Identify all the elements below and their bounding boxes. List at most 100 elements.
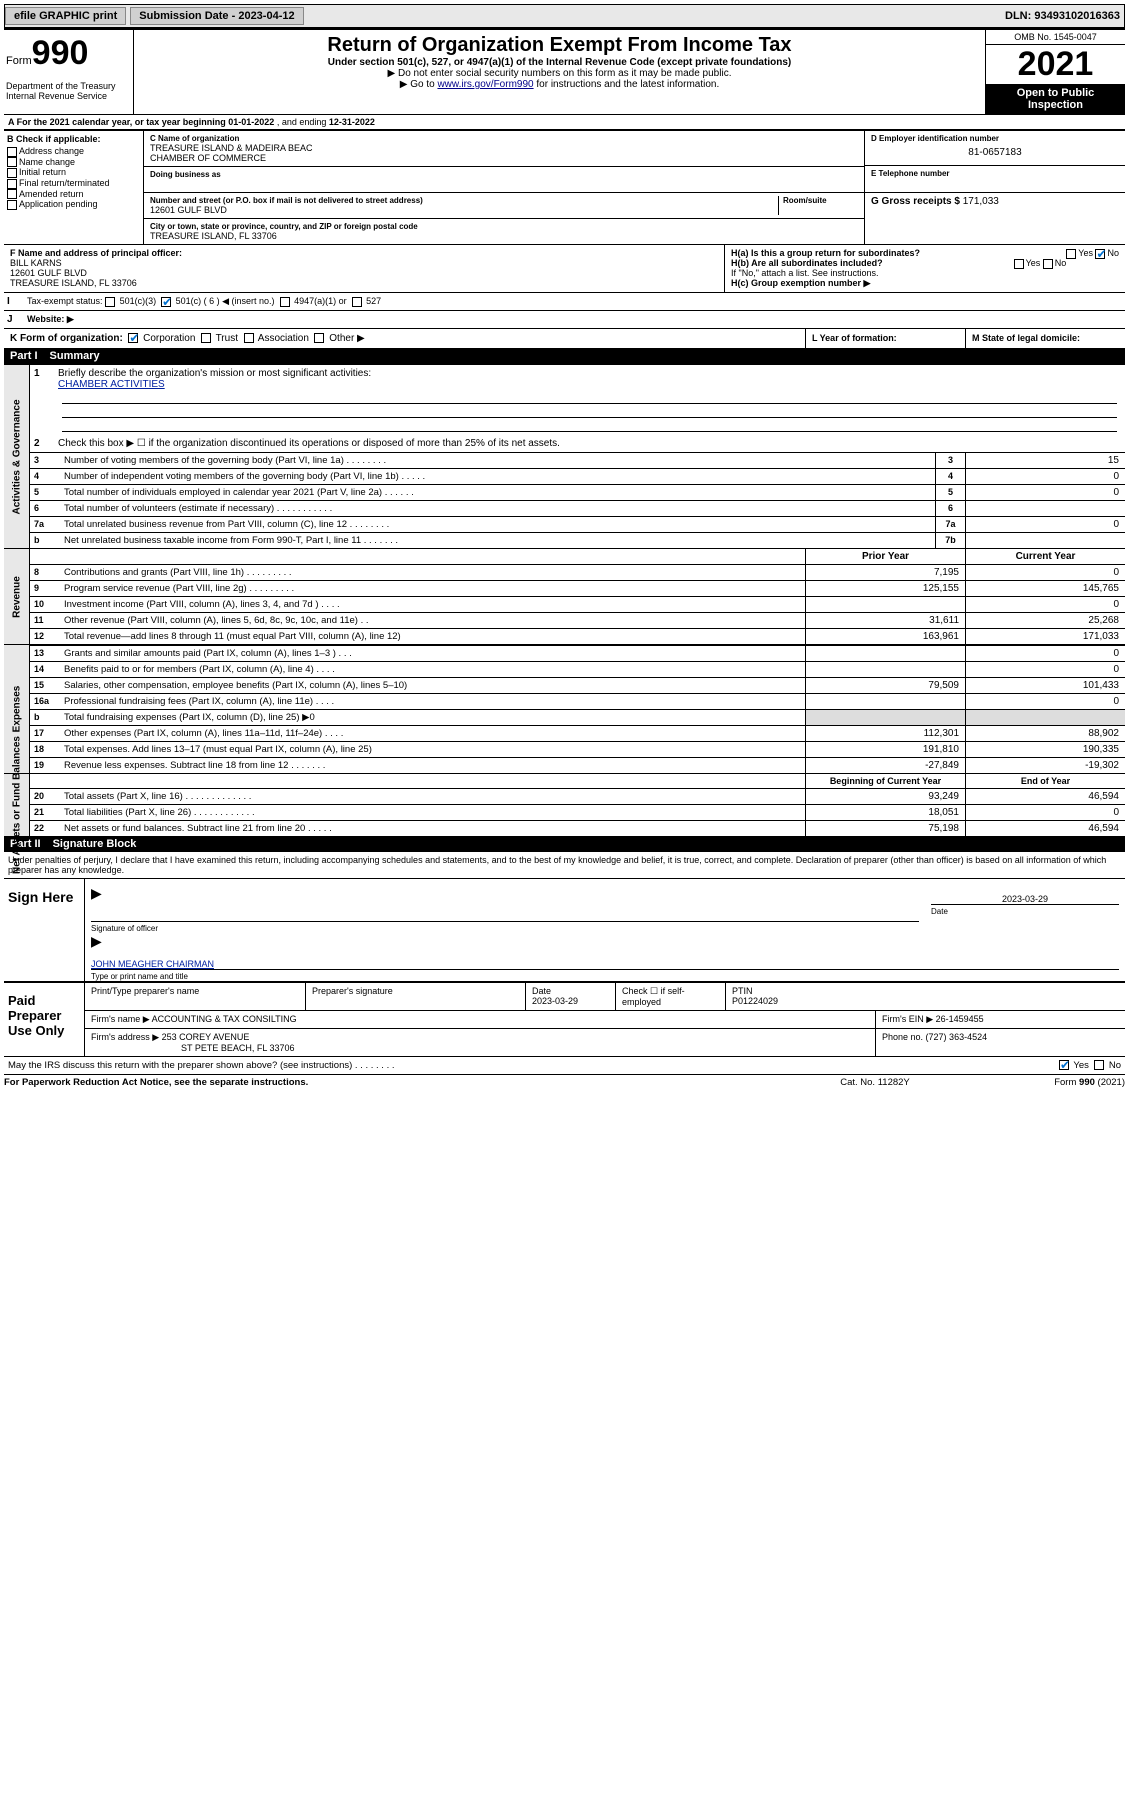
cb-address-change[interactable]: [7, 147, 17, 157]
addr-label: Number and street (or P.O. box if mail i…: [150, 196, 778, 205]
summary-line-7b: bNet unrelated business taxable income f…: [30, 532, 1125, 548]
officer-name-link[interactable]: JOHN MEAGHER CHAIRMAN: [91, 959, 214, 969]
sign-here-block: Sign Here ▶ Signature of officer 2023-03…: [4, 878, 1125, 981]
row-klm: K Form of organization: Corporation Trus…: [4, 328, 1125, 348]
hb-no: No: [1055, 258, 1067, 268]
line-12: 12Total revenue—add lines 8 through 11 (…: [30, 628, 1125, 644]
line-19: 19Revenue less expenses. Subtract line 1…: [30, 757, 1125, 773]
i-opt-3: 527: [366, 296, 381, 306]
prep-name-label: Print/Type preparer's name: [91, 986, 299, 996]
form990-link[interactable]: www.irs.gov/Form990: [437, 79, 533, 90]
g-gross-value: 171,033: [963, 196, 999, 207]
subtitle-1: Under section 501(c), 527, or 4947(a)(1)…: [140, 57, 979, 68]
form-word: Form: [6, 55, 32, 67]
h-b-label: H(b) Are all subordinates included?: [731, 258, 883, 268]
part2-title: Signature Block: [53, 838, 137, 850]
firm-addr-2: ST PETE BEACH, FL 33706: [91, 1043, 295, 1053]
line1-desc: Briefly describe the organization's miss…: [58, 368, 371, 379]
form-header: Form990 Department of the Treasury Inter…: [4, 28, 1125, 114]
vtab-exp: Expenses: [11, 686, 22, 733]
firm-ein-value: 26-1459455: [936, 1014, 984, 1024]
cb-ha-no[interactable]: [1095, 249, 1105, 259]
k-label: K Form of organization:: [10, 333, 123, 344]
prep-date-label: Date: [532, 986, 609, 996]
hb-yes: Yes: [1026, 258, 1041, 268]
cb-trust[interactable]: [201, 333, 211, 343]
ptin-label: PTIN: [732, 986, 1119, 996]
b-title: B Check if applicable:: [7, 134, 101, 144]
cb-assoc[interactable]: [244, 333, 254, 343]
cb-4947[interactable]: [280, 297, 290, 307]
dept-treasury: Department of the Treasury: [6, 81, 131, 91]
sub3-pre: ▶ Go to: [400, 79, 438, 90]
discuss-row: May the IRS discuss this return with the…: [4, 1056, 1125, 1074]
k-opt-1: Trust: [216, 333, 238, 344]
cb-hb-no[interactable]: [1043, 259, 1053, 269]
b-item-0: Address change: [19, 146, 84, 156]
officer-name: BILL KARNS: [10, 258, 62, 268]
line-a-mid: , and ending: [277, 117, 329, 127]
cb-501c3[interactable]: [105, 297, 115, 307]
footer-mid: Cat. No. 11282Y: [775, 1077, 975, 1088]
discuss-question: May the IRS discuss this return with the…: [8, 1060, 1059, 1071]
ha-no: No: [1107, 248, 1119, 258]
hdr-begin-year: Beginning of Current Year: [805, 774, 965, 788]
sub3-post: for instructions and the latest informat…: [534, 79, 720, 90]
dln: DLN: 93493102016363: [1001, 10, 1124, 22]
year-end: 12-31-2022: [329, 117, 375, 127]
paid-prep-label: Paid Preparer Use Only: [4, 983, 84, 1056]
mission-link[interactable]: CHAMBER ACTIVITIES: [58, 379, 165, 390]
part1-bar: Part I Summary: [4, 348, 1125, 364]
cb-501c[interactable]: [161, 297, 171, 307]
efile-print-button[interactable]: efile GRAPHIC print: [5, 7, 126, 25]
omb-number: OMB No. 1545-0047: [986, 30, 1125, 45]
cb-final-return[interactable]: [7, 179, 17, 189]
k-opt-3: Other ▶: [329, 333, 364, 344]
cb-hb-yes[interactable]: [1014, 259, 1024, 269]
h-a-label: H(a) Is this a group return for subordin…: [731, 248, 920, 258]
subtitle-3: ▶ Go to www.irs.gov/Form990 for instruct…: [140, 79, 979, 90]
k-opt-2: Association: [258, 333, 309, 344]
j-label: Website: ▶: [27, 314, 74, 324]
section-fh: F Name and address of principal officer:…: [4, 244, 1125, 292]
hdr-prior-year: Prior Year: [805, 549, 965, 564]
ha-yes: Yes: [1078, 248, 1093, 258]
cb-discuss-yes[interactable]: [1059, 1060, 1069, 1070]
summary-line-7a: 7aTotal unrelated business revenue from …: [30, 516, 1125, 532]
subtitle-2: ▶ Do not enter social security numbers o…: [140, 68, 979, 79]
cb-amended[interactable]: [7, 189, 17, 199]
i-opt-1: 501(c) ( 6 ) ◀ (insert no.): [176, 296, 275, 306]
cb-corp[interactable]: [128, 333, 138, 343]
cb-discuss-no[interactable]: [1094, 1060, 1104, 1070]
vtab-ag: Activities & Governance: [11, 399, 22, 514]
line-15: 15Salaries, other compensation, employee…: [30, 677, 1125, 693]
line-13: 13Grants and similar amounts paid (Part …: [30, 645, 1125, 661]
g-gross-label: G Gross receipts $: [871, 196, 963, 207]
d-ein-label: D Employer identification number: [871, 134, 1119, 143]
section-bcdeg: B Check if applicable: Address change Na…: [4, 129, 1125, 244]
line2-desc: Check this box ▶ ☐ if the organization d…: [58, 438, 1121, 449]
h-b-note: If "No," attach a list. See instructions…: [731, 268, 1119, 278]
cb-ha-yes[interactable]: [1066, 249, 1076, 259]
line-10: 10Investment income (Part VIII, column (…: [30, 596, 1125, 612]
line-17: 17Other expenses (Part IX, column (A), l…: [30, 725, 1125, 741]
firm-addr-1: 253 COREY AVENUE: [162, 1032, 250, 1042]
year-begin: 01-01-2022: [228, 117, 274, 127]
cb-initial-return[interactable]: [7, 168, 17, 178]
cb-other[interactable]: [314, 333, 324, 343]
i-label: Tax-exempt status:: [27, 296, 103, 306]
discuss-no: No: [1109, 1060, 1121, 1071]
b-item-5: Application pending: [19, 199, 98, 209]
cb-name-change[interactable]: [7, 157, 17, 167]
line-16a: 16aProfessional fundraising fees (Part I…: [30, 693, 1125, 709]
subdate-label: Submission Date -: [139, 10, 238, 22]
city-value: TREASURE ISLAND, FL 33706: [150, 231, 858, 241]
summary-line-4: 4Number of independent voting members of…: [30, 468, 1125, 484]
line-14: 14Benefits paid to or for members (Part …: [30, 661, 1125, 677]
row-j: J Website: ▶: [4, 310, 1125, 328]
i-opt-2: 4947(a)(1) or: [294, 296, 347, 306]
m-label: M State of legal domicile:: [972, 333, 1080, 343]
cb-application-pending[interactable]: [7, 200, 17, 210]
cb-527[interactable]: [352, 297, 362, 307]
firm-addr-label: Firm's address ▶: [91, 1032, 162, 1042]
